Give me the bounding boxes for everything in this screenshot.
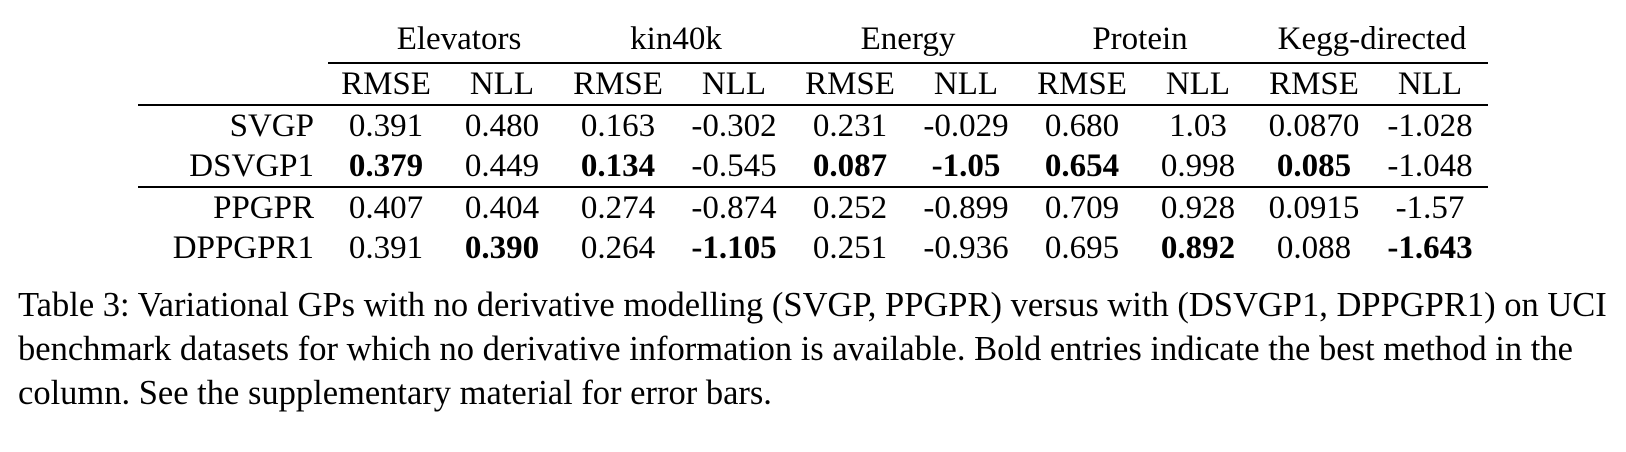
value-cell: 0.404 (464, 189, 540, 226)
table-row: PPGPR 0.407 0.404 0.274 -0.874 0.252 -0.899 0.7… (138, 187, 1488, 228)
dataset-header: kin40k (560, 16, 792, 64)
dataset-header: Energy (792, 16, 1024, 64)
metric-header: NLL (676, 63, 792, 106)
value-cell: -0.899 (923, 189, 1009, 226)
value-cell: -1.57 (1395, 189, 1465, 226)
metric-header: RMSE (560, 63, 676, 106)
dataset-header: Kegg-directed (1256, 16, 1488, 64)
best-value: 0.390 (464, 229, 540, 266)
value-cell: -0.545 (676, 146, 792, 188)
value-cell: 0.998 (1140, 146, 1256, 188)
value-cell: -1.643 (1372, 228, 1488, 268)
value-cell: 0.252 (812, 189, 888, 226)
metric-header: NLL (908, 63, 1024, 106)
value-cell: 0.391 (348, 229, 424, 266)
metric-header-row: RMSE NLL RMSE NLL RMSE NLL RMSE NLL RMSE… (138, 63, 1488, 106)
method-name-cell: DSVGP1 (138, 146, 328, 188)
header-stub (138, 63, 328, 106)
value-cell: 0.654 (1024, 146, 1140, 188)
value-cell: 0.928 (1160, 189, 1236, 226)
best-value: 0.654 (1044, 147, 1120, 184)
best-value: 0.085 (1276, 147, 1352, 184)
results-table-container: Elevators kin40k Energy Protein Kegg-dir… (138, 16, 1490, 268)
header-stub (138, 16, 328, 63)
value-cell: 0.680 (1044, 107, 1120, 144)
value-cell: -0.302 (691, 107, 777, 144)
metric-header: NLL (444, 63, 560, 106)
best-value: -1.643 (1387, 229, 1473, 266)
value-cell: -0.874 (691, 189, 777, 226)
metric-header: RMSE (792, 63, 908, 106)
value-cell: 0.407 (348, 189, 424, 226)
table-row: DPPGPR1 0.391 0.390 0.264 -1.105 0.251 -0.936 0… (138, 228, 1488, 268)
metric-header: NLL (1140, 63, 1256, 106)
best-value: 0.379 (348, 147, 424, 184)
value-cell: 0.0915 (1268, 189, 1360, 226)
table-body: SVGP 0.391 0.480 0.163 -0.302 0.231 -0.029 0.68… (138, 105, 1488, 268)
method-name-cell: DPPGPR1 (172, 229, 314, 266)
best-value: 0.892 (1160, 229, 1236, 266)
value-cell: 0.087 (792, 146, 908, 188)
dataset-header: Elevators (328, 16, 560, 64)
value-cell: 0.695 (1044, 229, 1120, 266)
value-cell: 0.390 (444, 228, 560, 268)
best-value: 0.087 (812, 147, 888, 184)
metric-header: RMSE (328, 63, 444, 106)
value-cell: -0.936 (923, 229, 1009, 266)
value-cell: 0.391 (348, 107, 424, 144)
best-value: -1.05 (931, 147, 1001, 184)
value-cell: 0.274 (580, 189, 656, 226)
value-cell: 0.449 (444, 146, 560, 188)
results-table: Elevators kin40k Energy Protein Kegg-dir… (138, 16, 1488, 268)
value-cell: 0.088 (1276, 229, 1352, 266)
table-row: SVGP 0.391 0.480 0.163 -0.302 0.231 -0.029 0.68… (138, 105, 1488, 146)
value-cell: -1.105 (676, 228, 792, 268)
value-cell: 0.264 (580, 229, 656, 266)
metric-header: RMSE (1024, 63, 1140, 106)
metric-header: RMSE (1256, 63, 1372, 106)
value-cell: -1.028 (1387, 107, 1473, 144)
value-cell: 0.709 (1044, 189, 1120, 226)
value-cell: -0.029 (923, 107, 1009, 144)
value-cell: -1.05 (908, 146, 1024, 188)
best-value: -1.105 (691, 229, 777, 266)
value-cell: 0.134 (560, 146, 676, 188)
value-cell: 0.231 (812, 107, 888, 144)
best-value: 0.134 (580, 147, 656, 184)
dataset-header-row: Elevators kin40k Energy Protein Kegg-dir… (138, 16, 1488, 64)
value-cell: 0.480 (464, 107, 540, 144)
value-cell: 1.03 (1169, 107, 1227, 144)
value-cell: 0.163 (580, 107, 656, 144)
method-name-cell: PPGPR (213, 189, 314, 226)
value-cell: -1.048 (1372, 146, 1488, 188)
method-name-cell: SVGP (229, 107, 314, 144)
table-row: DSVGP1 0.379 0.449 0.134 -0.545 0.087 -1.05 0.6… (138, 146, 1488, 188)
value-cell: 0.892 (1140, 228, 1256, 268)
table-caption: Table 3: Variational GPs with no derivat… (18, 286, 1607, 412)
metric-header: NLL (1372, 63, 1488, 106)
value-cell: 0.379 (328, 146, 444, 188)
value-cell: 0.0870 (1268, 107, 1360, 144)
value-cell: 0.251 (812, 229, 888, 266)
value-cell: 0.085 (1256, 146, 1372, 188)
dataset-header: Protein (1024, 16, 1256, 64)
